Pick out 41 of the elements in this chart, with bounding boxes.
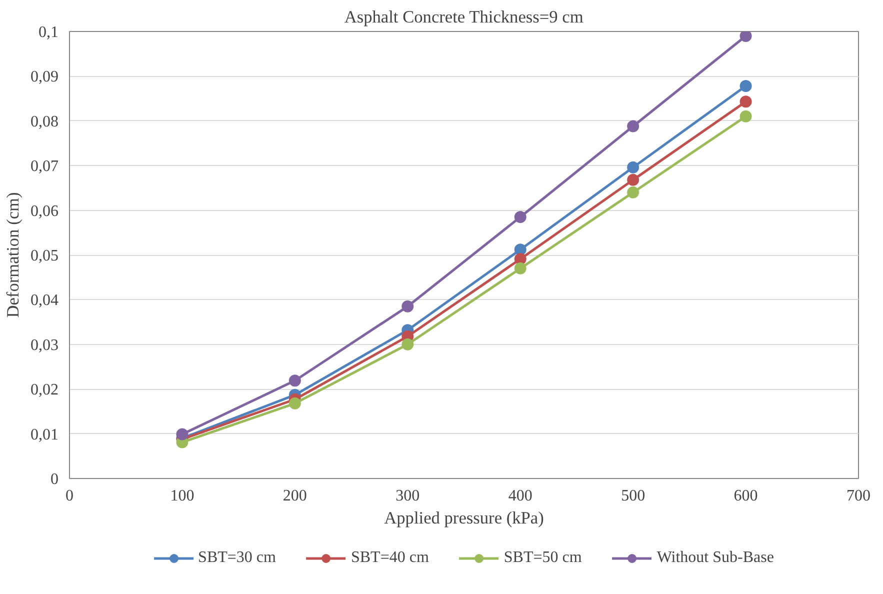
point [627,174,640,186]
y-axis-title: Deformation (cm) [4,192,22,318]
point [627,161,640,174]
y-tick-label: 0,02 [30,382,58,399]
legend-label: Without Sub-Base [656,549,774,567]
y-tick-label: 0,04 [30,292,58,310]
y-tick-label: 0,09 [30,68,58,86]
y-tick-label: 0,01 [30,426,58,444]
x-tick-label: 100 [170,488,194,504]
y-tick-label: 0,05 [30,248,58,264]
y-tick-label: 0,07 [30,158,58,176]
point [176,428,188,440]
x-tick-label: 0 [66,488,74,504]
point [627,120,640,132]
point [740,32,752,42]
legend-label: SBT=30 cm [198,549,276,567]
x-tick-label: 700 [846,488,870,504]
point [288,374,301,387]
y-tick-label: 0,08 [30,113,58,130]
y-tick-label: 0,03 [30,336,58,354]
point [740,96,752,108]
point [288,397,301,410]
point [740,110,752,122]
x-tick-label: 600 [734,488,758,504]
x-axis-title: Applied pressure (kPa) [384,508,544,528]
chart-title: Asphalt Concrete Thickness=9 cm [344,8,584,26]
point [402,338,414,350]
y-tick-label: 0,06 [30,202,58,220]
point [514,211,526,223]
x-tick-label: 400 [508,488,532,504]
point [627,186,640,198]
x-tick-label: 200 [282,488,307,504]
legend-label: SBT=40 cm [350,549,429,567]
y-tick-label: 0,1 [38,24,58,41]
point [514,262,526,274]
point [740,80,752,92]
point [402,300,414,312]
x-tick-label: 300 [396,488,420,504]
y-tick-label: 0 [50,471,58,488]
x-tick-label: 500 [621,488,646,504]
legend-label: SBT=50 cm [504,549,582,567]
